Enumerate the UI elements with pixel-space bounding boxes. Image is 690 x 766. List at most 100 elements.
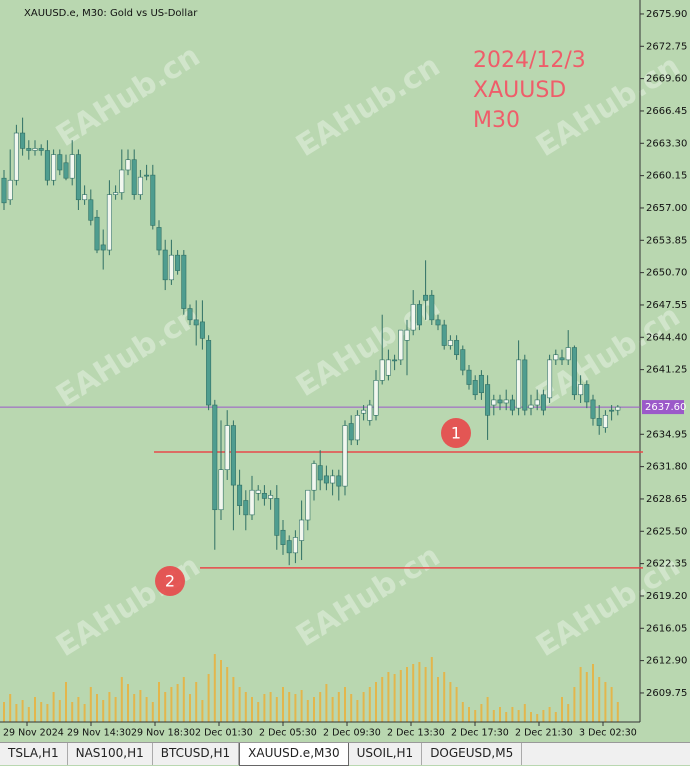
tab[interactable]: USOIL,H1: [349, 743, 423, 765]
candle-body: [609, 409, 615, 412]
candle-body: [590, 399, 596, 419]
volume-bar: [523, 704, 526, 722]
watermark: EAHub.cn: [290, 538, 446, 654]
y-tick-label: 2631.80: [646, 462, 687, 473]
volume-bar: [437, 677, 439, 722]
y-tick-label: 2650.70: [646, 268, 687, 279]
candle-body: [131, 159, 137, 195]
volume-bar: [399, 670, 402, 722]
volume-bar: [604, 682, 607, 722]
volume-bar: [480, 704, 483, 722]
candle-body: [249, 489, 255, 516]
volume-bar: [170, 687, 173, 722]
level-badge-label: 1: [451, 424, 461, 443]
volume-bar: [139, 690, 142, 722]
candle-body: [57, 154, 63, 171]
volume-bar: [592, 664, 594, 722]
candle-body: [32, 148, 38, 151]
volume-bar: [145, 697, 148, 722]
candle-body: [193, 319, 199, 326]
x-tick-label: 3 Dec 02:30: [579, 728, 637, 739]
volume-bar: [164, 692, 167, 722]
volume-bar: [567, 704, 570, 722]
current-price-box: [642, 400, 684, 415]
tab[interactable]: TSLA,H1: [0, 743, 68, 765]
volume-bar: [96, 694, 98, 722]
y-tick-label: 2653.85: [646, 235, 687, 246]
candle-body: [441, 324, 447, 346]
candle-body: [44, 150, 50, 181]
annotation: XAUUSD: [473, 78, 566, 103]
x-tick-label: 2 Dec 09:30: [323, 728, 381, 739]
watermark: EAHub.cn: [50, 298, 206, 414]
y-tick-label: 2628.65: [646, 494, 687, 505]
level-badge: [441, 418, 471, 448]
volume-bar: [313, 697, 315, 722]
candle-body: [478, 374, 484, 394]
volume-bar: [344, 687, 346, 722]
y-tick-label: 2616.05: [646, 623, 687, 634]
candle-body: [423, 294, 429, 301]
volume-bar: [554, 712, 557, 722]
volume-bar: [21, 700, 24, 722]
volume-bar: [511, 707, 514, 722]
volume-bar: [65, 682, 67, 722]
volume-bar: [331, 697, 334, 722]
volume-bar: [412, 664, 415, 722]
volume-bar: [424, 667, 427, 722]
tab[interactable]: XAUUSD.e,M30: [239, 743, 349, 766]
volume-bar: [120, 677, 123, 722]
candle-body: [547, 359, 553, 399]
volume-bar: [108, 692, 111, 722]
tab[interactable]: DOGEUSD,M5: [422, 743, 523, 765]
volume-bar: [300, 690, 303, 722]
volume-bar: [579, 667, 582, 722]
y-tick-label: 2647.55: [646, 300, 687, 311]
volume-bar: [542, 710, 545, 722]
volume-bar: [616, 702, 619, 722]
tab[interactable]: BTCUSD,H1: [153, 743, 240, 765]
candle-body: [584, 384, 590, 403]
volume-bar: [275, 697, 278, 722]
volume-bar: [468, 707, 470, 722]
volume-bar: [89, 687, 92, 722]
volume-bar: [325, 684, 328, 722]
volume-bar: [257, 702, 260, 722]
volume-bar: [244, 692, 247, 722]
volume-bar: [282, 687, 284, 722]
y-tick-label: 2609.75: [646, 688, 687, 699]
volume-bar: [381, 677, 384, 722]
candle-body: [361, 409, 367, 414]
candle-body: [416, 304, 422, 326]
candle-body: [88, 199, 94, 221]
volume-bar: [71, 702, 74, 722]
candle-body: [75, 154, 81, 201]
volume-bar: [356, 700, 359, 722]
candle-body: [497, 399, 503, 404]
candle-body: [156, 227, 162, 251]
candle-body: [168, 254, 174, 281]
candle-body: [292, 537, 298, 554]
candle-body: [162, 249, 168, 281]
watermark: EAHub.cn: [290, 48, 446, 164]
candle-body: [299, 519, 305, 541]
candle-body: [69, 154, 75, 179]
y-tick-label: 2657.00: [646, 203, 687, 214]
candle-body: [367, 404, 373, 421]
candle-body: [243, 500, 249, 516]
volume-bar: [40, 702, 43, 722]
candle-body: [578, 384, 584, 396]
candle-body: [317, 465, 323, 481]
candle-body: [125, 159, 131, 171]
candle-body: [206, 340, 212, 406]
candle-body: [491, 399, 497, 406]
candle-body: [175, 254, 181, 271]
volume-bar: [375, 682, 377, 722]
candle-body: [305, 489, 311, 521]
candle-body: [540, 394, 546, 411]
tab[interactable]: NAS100,H1: [68, 743, 153, 765]
candle-body: [7, 179, 13, 201]
volume-bar: [505, 712, 508, 722]
candle-body: [212, 404, 218, 511]
candle-body: [602, 414, 608, 428]
